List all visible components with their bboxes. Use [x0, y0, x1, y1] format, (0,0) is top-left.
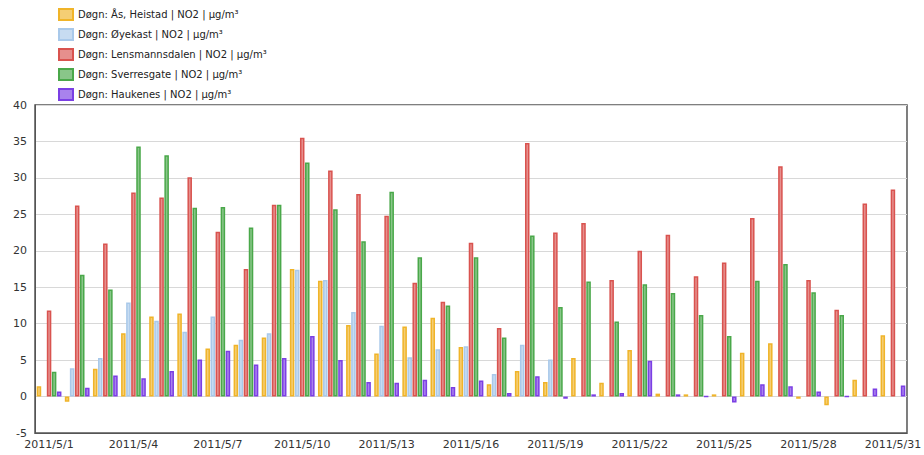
- svg-text:2011/5/28: 2011/5/28: [780, 438, 836, 451]
- svg-text:Døgn: Ås, Heistad | NO2 | µg/m: Døgn: Ås, Heistad | NO2 | µg/m³: [78, 8, 239, 21]
- svg-text:25: 25: [13, 208, 27, 221]
- svg-text:20: 20: [13, 244, 27, 257]
- svg-text:2011/5/22: 2011/5/22: [612, 438, 668, 451]
- svg-text:0: 0: [20, 390, 27, 403]
- svg-text:Døgn: Haukenes | NO2 | µg/m³: Døgn: Haukenes | NO2 | µg/m³: [78, 89, 231, 101]
- svg-text:10: 10: [13, 317, 27, 330]
- svg-text:2011/5/1: 2011/5/1: [24, 438, 73, 451]
- svg-text:2011/5/4: 2011/5/4: [109, 438, 158, 451]
- svg-text:Døgn: Sverresgate | NO2 | µg/m: Døgn: Sverresgate | NO2 | µg/m³: [78, 69, 242, 81]
- svg-text:Døgn: Lensmannsdalen | NO2 | µ: Døgn: Lensmannsdalen | NO2 | µg/m³: [78, 49, 267, 61]
- svg-text:15: 15: [13, 281, 27, 294]
- svg-text:2011/5/16: 2011/5/16: [443, 438, 499, 451]
- svg-text:5: 5: [20, 354, 27, 367]
- svg-text:2011/5/19: 2011/5/19: [527, 438, 583, 451]
- svg-text:2011/5/7: 2011/5/7: [193, 438, 242, 451]
- svg-text:35: 35: [13, 135, 27, 148]
- svg-text:2011/5/10: 2011/5/10: [274, 438, 330, 451]
- svg-text:2011/5/25: 2011/5/25: [696, 438, 752, 451]
- svg-text:2011/5/13: 2011/5/13: [358, 438, 414, 451]
- svg-text:Døgn: Øyekast | NO2 | µg/m³: Døgn: Øyekast | NO2 | µg/m³: [78, 29, 223, 41]
- svg-text:40: 40: [13, 99, 27, 112]
- svg-text:2011/5/31: 2011/5/31: [865, 438, 921, 451]
- svg-text:-5: -5: [16, 426, 27, 440]
- svg-text:30: 30: [13, 171, 27, 184]
